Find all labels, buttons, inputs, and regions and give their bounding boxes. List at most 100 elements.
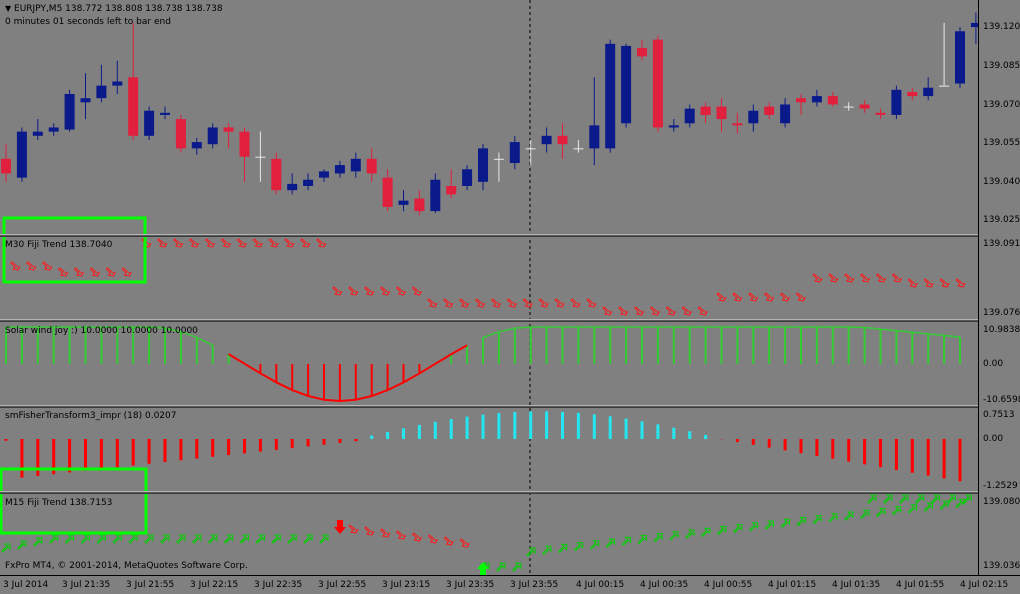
fiji-down-arrow-icon [57,267,69,277]
candle-body [716,106,727,120]
fiji-down-arrow-icon [779,292,791,302]
fiji-down-arrow-icon [427,298,438,308]
fiji-down-arrow-icon [554,298,565,308]
candle-body [955,31,965,84]
fiji-up-arrow-icon [573,542,584,552]
candle-body [764,106,775,115]
fiji-up-arrow-icon [764,520,774,530]
fiji-down-arrow-icon [332,286,343,296]
fiji-up-arrow-icon [48,534,59,544]
buy-signal-arrow-icon [477,562,489,575]
candle-body [589,125,600,149]
time-axis[interactable]: 3 Jul 2014 3 Jul 21:35 3 Jul 21:55 3 Jul… [0,575,1020,594]
fiji-down-arrow-icon [364,286,375,296]
dropdown-triangle-icon[interactable]: ▼ [5,4,12,13]
fiji-down-arrow-icon [844,273,855,283]
fiji-down-arrow-icon [380,528,391,538]
copyright-text: FxPro MT4, © 2001-2014, MetaQuotes Softw… [5,561,248,571]
time-tick: 4 Jul 01:15 [768,580,817,590]
candle-body [748,110,759,124]
fiji-up-arrow-icon [144,534,154,544]
m30-fiji-trend-label: M30 Fiji Trend 138.7040 [5,240,113,250]
candle-body [239,131,250,157]
fiji-down-arrow-icon [907,278,918,288]
price-tick: 139.120 [983,22,1020,32]
fiji-up-arrow-icon [955,498,965,509]
candle-body [652,39,663,128]
fiji-up-arrow-icon [732,524,743,534]
fiji-up-arrow-icon [883,494,893,504]
fiji-up-arrow-icon [239,534,249,544]
fiji-up-arrow-icon [748,522,759,532]
fiji-up-arrow-icon [605,538,615,548]
fiji-down-arrow-icon [10,261,21,271]
fiji-down-arrow-icon [204,238,216,248]
candle-body [478,148,488,182]
candle-body [907,91,918,97]
candle-body [462,169,473,186]
solar-curve-green [482,326,961,339]
fiji-up-arrow-icon [899,494,909,504]
fiji-down-arrow-icon [923,278,934,288]
fiji-up-arrow-icon [176,534,186,544]
candle-body [255,156,266,158]
fiji-down-arrow-icon [681,306,692,316]
fiji-down-arrow-icon [395,530,407,540]
candle-body [398,200,409,205]
candle-body [557,135,568,145]
fiji-up-arrow-icon [621,536,631,546]
time-tick: 4 Jul 00:35 [640,580,689,590]
fiji-down-arrow-icon [348,524,359,534]
fiji-down-arrow-icon [379,286,391,296]
fiji-down-arrow-icon [443,298,454,308]
fiji-up-arrow-icon [867,494,877,504]
fiji-down-arrow-icon [955,278,966,288]
fiji-down-arrow-icon [697,306,708,316]
sell-signal-arrow-icon [334,520,346,534]
fiji-up-arrow-icon [207,534,218,544]
highlight-box [2,216,147,284]
price-scale[interactable] [978,0,1020,575]
pane-separator[interactable] [0,405,978,408]
bar-timer: 0 minutes 01 seconds left to bar end [5,17,171,27]
highlight-box [0,467,148,535]
fiji-down-arrow-icon [73,267,85,277]
candle-body [80,98,91,103]
fiji-up-arrow-icon [33,537,43,547]
fiji-down-arrow-icon [875,273,887,283]
fiji-down-arrow-icon [763,292,775,302]
candle-body [271,158,282,191]
candle-body [811,96,822,103]
fiji-down-arrow-icon [748,292,759,302]
time-tick: 3 Jul 22:35 [254,580,303,590]
time-tick: 4 Jul 00:15 [576,580,625,590]
fiji-up-arrow-icon [891,506,902,516]
pane-separator[interactable] [0,491,978,494]
solar-curve-red [228,344,468,403]
fiji-down-arrow-icon [522,298,533,308]
candle-body [541,135,552,145]
fiji-down-arrow-icon [26,261,37,271]
fiji-down-arrow-icon [188,238,200,248]
candle-body [287,183,298,191]
fiji-up-arrow-icon [303,534,313,544]
m30-tick: 139.0764 [983,308,1020,318]
price-tick: 139.040 [983,177,1020,187]
fiji-up-arrow-icon [637,534,647,545]
fiji-down-arrow-icon [812,273,823,283]
fiji-up-arrow-icon [17,540,27,550]
symbol-line: EURJPY,M5 138.772 138.808 138.738 138.73… [14,4,223,14]
pane-separator[interactable] [0,234,978,237]
chart-canvas[interactable] [0,0,978,575]
fiji-up-arrow-icon [780,518,790,528]
candle-body [319,171,329,178]
pane-separator[interactable] [0,319,978,322]
candle-body [112,81,123,86]
fiji-up-arrow-icon [876,507,886,518]
candle-body [684,108,695,124]
fiji-up-arrow-icon [828,513,838,523]
fiji-up-arrow-icon [128,534,138,544]
candle-body [144,110,155,136]
